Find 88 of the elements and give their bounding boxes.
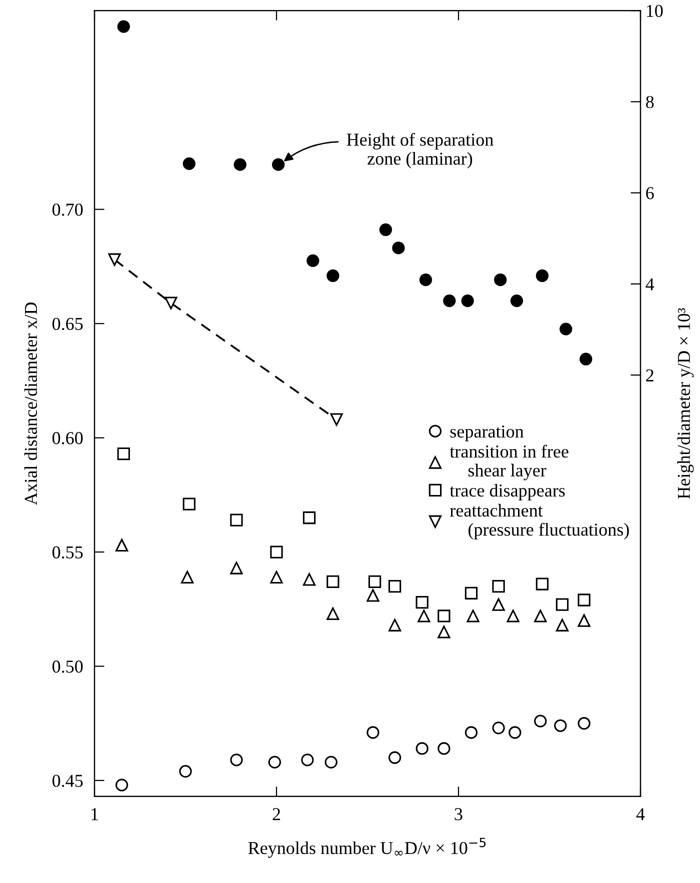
point	[230, 754, 243, 766]
point	[179, 765, 192, 778]
point	[388, 618, 402, 632]
x-tick-label: 4	[636, 808, 645, 820]
point	[556, 618, 569, 632]
point	[492, 722, 505, 734]
point	[556, 598, 569, 611]
point	[324, 756, 338, 769]
y-tick-label: 0.50	[52, 660, 83, 673]
y-tick-label: 0.60	[52, 432, 83, 444]
y2-tick-label: 4	[646, 278, 654, 290]
point	[272, 158, 285, 171]
point	[230, 562, 243, 574]
point	[416, 742, 428, 755]
point	[443, 294, 456, 308]
point	[108, 253, 121, 266]
point	[117, 447, 130, 460]
point	[536, 269, 549, 282]
point	[534, 714, 547, 728]
y-tick-label: 0.65	[52, 318, 83, 330]
point	[461, 294, 474, 308]
y2-tick-label: 10	[646, 4, 663, 18]
legend-label: trace disappears	[450, 484, 565, 500]
point	[366, 589, 380, 602]
y2-tick-label: 8	[646, 96, 654, 108]
point	[536, 578, 549, 590]
legend-label: reattachment (pressure fluctuations)	[450, 504, 629, 540]
point	[270, 570, 283, 584]
point	[578, 717, 590, 730]
point	[554, 719, 567, 732]
y-tick-label: 0.55	[52, 546, 83, 559]
point	[115, 538, 128, 552]
x-tick-label: 1	[92, 808, 98, 820]
legend-label: separation	[450, 426, 524, 442]
point	[534, 610, 547, 622]
point	[388, 751, 402, 764]
point	[438, 626, 450, 638]
point	[302, 511, 316, 524]
point	[438, 742, 450, 755]
point	[326, 575, 340, 588]
point	[115, 778, 128, 792]
point	[578, 614, 590, 627]
point	[492, 580, 505, 593]
point	[182, 498, 196, 510]
y2-axis-title: Height/diameter y/D × 10³	[677, 308, 694, 499]
point	[164, 296, 178, 310]
point	[301, 754, 314, 766]
point	[506, 610, 520, 622]
point	[466, 610, 480, 622]
point	[580, 352, 592, 366]
point	[418, 610, 430, 622]
point	[508, 726, 522, 739]
y-tick-label: 0.70	[52, 204, 83, 216]
point	[326, 269, 340, 282]
point	[416, 596, 428, 609]
annotation: Height of separation zone (laminar)	[346, 132, 494, 168]
point	[230, 514, 243, 526]
point	[494, 274, 507, 286]
point	[419, 274, 432, 286]
x-tick-label: 3	[454, 808, 462, 820]
point	[182, 157, 196, 170]
point	[181, 570, 194, 584]
y-axis-title: Axial distance/diameter x/D	[24, 302, 38, 506]
point	[306, 254, 320, 268]
point	[392, 242, 405, 254]
point	[302, 573, 316, 586]
point	[270, 546, 283, 558]
point	[379, 223, 392, 236]
point	[366, 726, 380, 739]
point	[438, 610, 450, 622]
point	[326, 607, 340, 620]
y2-tick-label: 6	[646, 187, 654, 200]
x-axis-title: Reynolds number U$_{∞}$D/ν × 10$^{−5}$	[248, 838, 486, 858]
point	[578, 594, 590, 606]
point	[234, 158, 246, 171]
point	[492, 598, 505, 611]
point	[510, 294, 524, 308]
point	[268, 756, 281, 769]
point	[330, 413, 343, 426]
point	[368, 575, 382, 588]
y2-tick-label: 2	[646, 369, 654, 382]
point	[560, 322, 572, 336]
x-tick-label: 2	[272, 808, 280, 820]
point	[117, 20, 130, 33]
y-tick-label: 0.45	[52, 774, 83, 787]
point	[388, 580, 402, 593]
point	[464, 586, 478, 600]
point	[464, 726, 478, 739]
